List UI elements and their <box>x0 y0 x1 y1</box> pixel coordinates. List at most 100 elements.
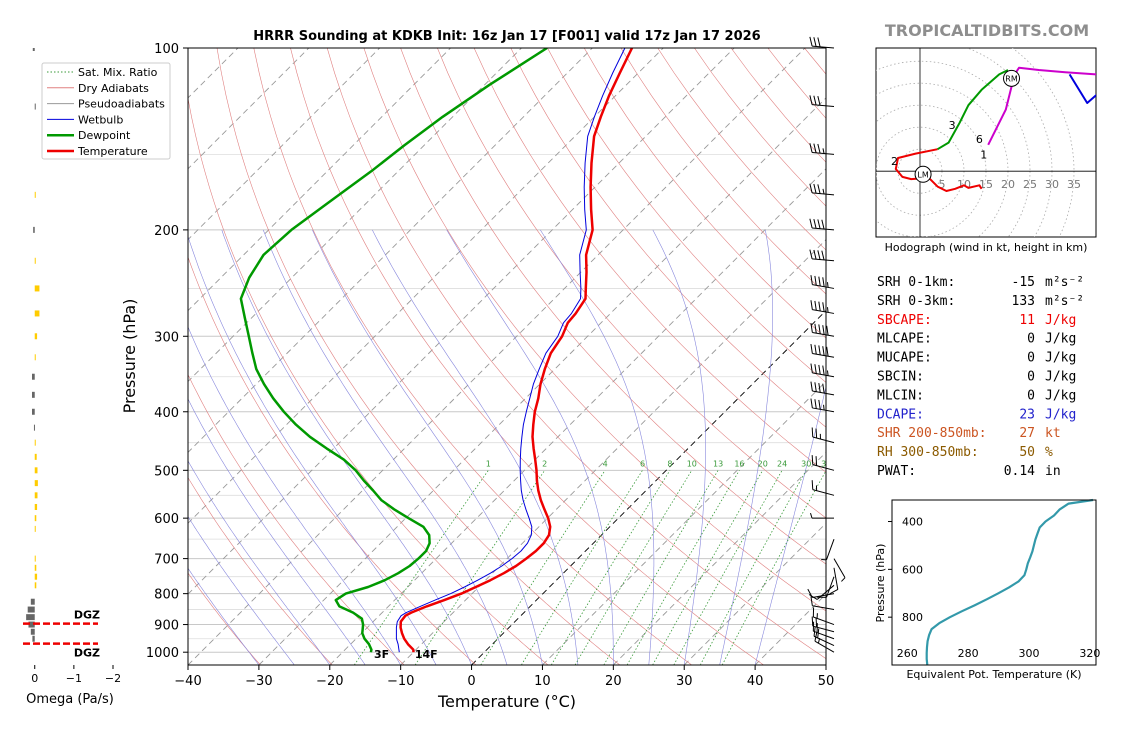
storm-motion-label: LM <box>917 170 928 179</box>
omega-bar <box>34 354 36 361</box>
x-tick-label: −10 <box>387 674 414 689</box>
omega-bar <box>32 391 35 398</box>
dry-adiabat <box>437 48 826 519</box>
mixing-ratio-label: 13 <box>713 459 723 468</box>
sounding-parameters: SRH 0-1km: -15 m²s⁻² SRH 0-3km: 133 m²s⁻² SBCA… <box>877 275 1084 479</box>
barb-flag <box>822 365 825 376</box>
barb-flag <box>818 345 821 355</box>
mixing-ratio-line <box>652 470 764 665</box>
dry-adiabat <box>583 48 826 339</box>
barb-flag <box>813 183 817 194</box>
barb-flag <box>818 364 821 375</box>
wind-barb <box>809 95 835 108</box>
omega-bar <box>34 480 38 487</box>
barb-half-flag <box>810 513 813 519</box>
isotherm-line <box>329 168 826 665</box>
wind-barb <box>821 538 835 561</box>
x-tick-label: 30 <box>676 674 693 689</box>
barb-flag <box>817 250 821 260</box>
isotherm-line <box>471 309 826 665</box>
stat-label: SBCAPE: <box>877 313 932 328</box>
dry-adiabat <box>547 48 826 383</box>
barb-flag <box>809 249 813 259</box>
barb-flag <box>821 219 825 230</box>
mixing-ratio-line <box>574 470 693 665</box>
wind-barb <box>809 218 835 231</box>
mixing-ratio-label: 20 <box>758 459 768 468</box>
chart-title: HRRR Sounding at KDKB Init: 16z Jan 17 [… <box>253 29 760 44</box>
isotherm-line <box>258 97 826 665</box>
hodograph-trace <box>1068 73 1096 104</box>
isotherm-line <box>683 522 826 665</box>
mixing-ratio-line <box>550 470 671 665</box>
barb-flag <box>814 364 817 374</box>
y-tick-label: 300 <box>154 330 179 345</box>
moist-adiabat <box>446 229 614 665</box>
dry-adiabat <box>188 572 261 665</box>
omega-bar <box>34 564 37 571</box>
omega-bar <box>34 573 38 580</box>
stat-label: RH 300-850mb: <box>877 445 979 460</box>
storm-motion-marker: RM <box>1003 69 1021 87</box>
barb-flag <box>809 183 813 194</box>
omega-x-axis: 0 −1 −2 <box>31 665 121 685</box>
stat-value: 27 <box>1019 426 1035 441</box>
barb-shaft <box>826 538 835 561</box>
dgz-label: DGZ <box>74 609 100 622</box>
theta-e-x-tick-label: 300 <box>1019 647 1040 660</box>
omega-bar <box>32 373 35 380</box>
x-tick-label: −30 <box>245 674 272 689</box>
y-tick-label: 200 <box>154 224 179 239</box>
omega-bar <box>34 467 38 474</box>
barb-half-flag <box>823 404 825 411</box>
omega-bar <box>34 439 36 446</box>
x-tick-label: 0 <box>467 674 475 689</box>
wind-barb <box>810 513 834 519</box>
wind-barb <box>810 381 835 396</box>
x-tick-label: 20 <box>605 674 622 689</box>
wind-barb <box>833 558 846 582</box>
barb-flag <box>818 276 821 287</box>
barb-flag <box>810 322 813 333</box>
wind-barbs <box>807 36 846 653</box>
wind-barb <box>811 427 835 444</box>
barb-shaft <box>826 576 835 598</box>
stat-label: MLCIN: <box>877 388 924 403</box>
mixing-ratio-line <box>353 470 489 665</box>
stat-value: 0 <box>1027 351 1035 366</box>
barb-flag <box>818 382 821 393</box>
barb-flag <box>809 95 813 105</box>
profile-wetbulb <box>395 48 626 653</box>
y-tick-label: 900 <box>154 619 179 634</box>
barb-flag <box>829 589 839 595</box>
barb-flag <box>817 184 821 194</box>
barb-flag <box>821 250 825 261</box>
theta-e-frame <box>891 499 1097 666</box>
barb-flag <box>814 323 817 334</box>
stat-value: 0 <box>1027 370 1035 385</box>
legend-label: Wetbulb <box>78 113 123 126</box>
barb-half-flag <box>841 577 846 582</box>
omega-bar <box>30 628 35 635</box>
mixing-ratio-line <box>603 470 719 665</box>
stat-label: DCAPE: <box>877 407 924 422</box>
omega-axis-label: Omega (Pa/s) <box>26 692 114 707</box>
wind-barb <box>811 455 835 471</box>
barb-flag <box>815 456 818 466</box>
isotherm-line <box>188 48 735 595</box>
barb-flag <box>822 325 825 335</box>
moist-adiabat <box>540 229 655 665</box>
theta-e-y-tick-label: 400 <box>902 516 923 529</box>
barb-flag <box>810 596 813 606</box>
skewt-x-axis: −40 −30 −20 −10 0 10 20 30 40 50 <box>174 665 834 689</box>
wind-barb <box>810 322 835 337</box>
wind-barb <box>810 398 835 413</box>
barb-flag <box>810 275 813 285</box>
mixing-ratio-label: 16 <box>734 459 744 468</box>
wind-barb <box>809 143 835 155</box>
omega-bar <box>34 525 36 532</box>
hodograph-ring-label: 30 <box>1045 178 1059 191</box>
isotherm-line <box>613 451 826 665</box>
